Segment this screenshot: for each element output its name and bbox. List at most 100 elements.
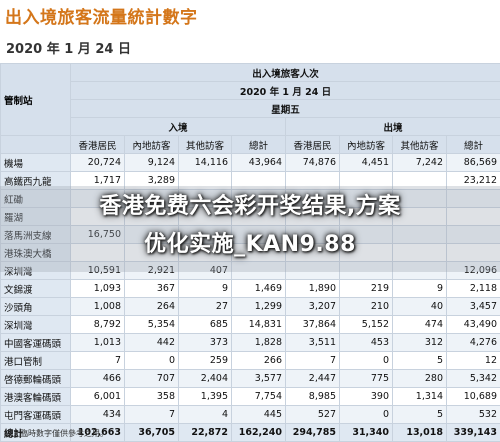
weekday-header: 星期五 xyxy=(69,99,500,118)
row-value-cell xyxy=(70,243,125,262)
row-value-cell: 5,342 xyxy=(445,369,500,388)
row-station-name: 機場 xyxy=(0,153,71,172)
row-value-cell: 20,724 xyxy=(70,153,125,172)
row-value-cell: 1,008 xyxy=(70,297,125,316)
table-caption-date: 2020 年 1 月 24 日 xyxy=(69,81,500,100)
table-row: 沙頭角 1,008 264 27 1,299 3,207 210 40 3,457 xyxy=(0,297,500,316)
row-value-cell: 5 xyxy=(392,405,447,424)
row-value-cell: 9 xyxy=(392,279,447,298)
row-value-cell: 74,876 xyxy=(285,153,340,172)
total-value-cell: 294,785 xyxy=(285,423,340,442)
row-value-cell: 2,118 xyxy=(445,279,500,298)
row-value-cell: 1,314 xyxy=(392,387,447,406)
row-value-cell: 1,013 xyxy=(70,333,125,352)
footnote: 以上臨時數字僅供參考之用。 xyxy=(4,429,108,438)
overlay-band xyxy=(0,186,500,272)
row-value-cell xyxy=(445,189,500,208)
row-value-cell: 280 xyxy=(392,369,447,388)
row-value-cell: 445 xyxy=(231,405,286,424)
row-value-cell xyxy=(231,243,286,262)
subheader-cell: 其他訪客 xyxy=(178,135,232,154)
row-value-cell: 259 xyxy=(178,351,232,370)
table-row: 高鐵西九龍 1,717 3,289 23,212 xyxy=(0,171,500,190)
row-value-cell xyxy=(231,189,286,208)
row-value-cell: 358 xyxy=(124,387,179,406)
row-value-cell: 7,242 xyxy=(392,153,447,172)
row-value-cell: 1,717 xyxy=(70,171,125,190)
row-value-cell: 442 xyxy=(124,333,179,352)
row-value-cell: 532 xyxy=(445,405,500,424)
row-value-cell xyxy=(231,261,286,280)
row-value-cell: 7 xyxy=(70,351,125,370)
row-value-cell: 10,689 xyxy=(445,387,500,406)
row-value-cell xyxy=(285,189,340,208)
row-value-cell: 210 xyxy=(339,297,393,316)
row-value-cell xyxy=(339,243,393,262)
row-value-cell: 266 xyxy=(231,351,286,370)
subheader-cell: 內地訪客 xyxy=(339,135,393,154)
total-value-cell: 162,240 xyxy=(231,423,286,442)
row-value-cell: 7 xyxy=(285,351,340,370)
row-station-name: 啓德郵輪碼頭 xyxy=(0,369,71,388)
table-row: 文錦渡 1,093 367 9 1,469 1,890 219 9 2,118 xyxy=(0,279,500,298)
table-row: 中國客運碼頭 1,013 442 373 1,828 3,511 453 312 4,276 xyxy=(0,333,500,352)
table-row: 落馬洲支線 16,750 xyxy=(0,225,500,244)
row-value-cell: 43,490 xyxy=(445,315,500,334)
subheader-cell: 香港居民 xyxy=(70,135,125,154)
arrival-header: 入境 xyxy=(70,117,286,136)
subheader-cell: 內地訪客 xyxy=(124,135,179,154)
row-value-cell xyxy=(445,225,500,244)
row-value-cell xyxy=(392,225,447,244)
page-date: 2020 年 1 月 24 日 xyxy=(6,42,131,57)
row-value-cell: 367 xyxy=(124,279,179,298)
row-value-cell: 390 xyxy=(339,387,393,406)
row-value-cell xyxy=(124,225,179,244)
row-value-cell: 0 xyxy=(339,351,393,370)
row-value-cell: 434 xyxy=(70,405,125,424)
row-value-cell: 7,754 xyxy=(231,387,286,406)
row-value-cell: 6,001 xyxy=(70,387,125,406)
table-row: 港澳客輪碼頭 6,001 358 1,395 7,754 8,985 390 1,314 10,… xyxy=(0,387,500,406)
row-value-cell: 16,750 xyxy=(70,225,125,244)
row-value-cell xyxy=(339,189,393,208)
row-value-cell: 8,985 xyxy=(285,387,340,406)
row-value-cell: 0 xyxy=(339,405,393,424)
row-value-cell: 264 xyxy=(124,297,179,316)
total-value-cell: 36,705 xyxy=(124,423,179,442)
row-value-cell: 1,299 xyxy=(231,297,286,316)
row-value-cell: 2,447 xyxy=(285,369,340,388)
row-value-cell xyxy=(285,171,340,190)
row-value-cell xyxy=(445,243,500,262)
row-station-name: 羅湖 xyxy=(0,207,71,226)
table-caption: 出入境旅客人次 xyxy=(69,63,500,82)
subheader-cell: 香港居民 xyxy=(285,135,340,154)
row-value-cell: 466 xyxy=(70,369,125,388)
table-row: 港口管制 7 0 259 266 7 0 5 12 xyxy=(0,351,500,370)
row-value-cell: 685 xyxy=(178,315,232,334)
row-value-cell xyxy=(231,207,286,226)
total-row: 總計 102,663 36,705 22,872 162,240 294,785 31,34… xyxy=(0,423,500,442)
row-value-cell: 0 xyxy=(124,351,179,370)
row-value-cell: 14,831 xyxy=(231,315,286,334)
row-value-cell xyxy=(392,189,447,208)
row-value-cell: 373 xyxy=(178,333,232,352)
row-value-cell: 1,469 xyxy=(231,279,286,298)
row-value-cell xyxy=(124,207,179,226)
row-station-name: 港口管制 xyxy=(0,351,71,370)
row-value-cell: 3,511 xyxy=(285,333,340,352)
row-value-cell xyxy=(178,171,232,190)
row-value-cell: 9,124 xyxy=(124,153,179,172)
row-value-cell: 5,354 xyxy=(124,315,179,334)
row-value-cell: 40 xyxy=(392,297,447,316)
row-value-cell: 4,451 xyxy=(339,153,393,172)
total-value-cell: 339,143 xyxy=(445,423,500,442)
row-value-cell xyxy=(178,243,232,262)
row-value-cell: 1,890 xyxy=(285,279,340,298)
total-label: 總計 xyxy=(0,423,71,442)
row-value-cell: 2,921 xyxy=(124,261,179,280)
row-value-cell: 4,276 xyxy=(445,333,500,352)
row-value-cell: 2,404 xyxy=(178,369,232,388)
row-station-name: 高鐵西九龍 xyxy=(0,171,71,190)
row-value-cell: 527 xyxy=(285,405,340,424)
row-value-cell: 4 xyxy=(178,405,232,424)
